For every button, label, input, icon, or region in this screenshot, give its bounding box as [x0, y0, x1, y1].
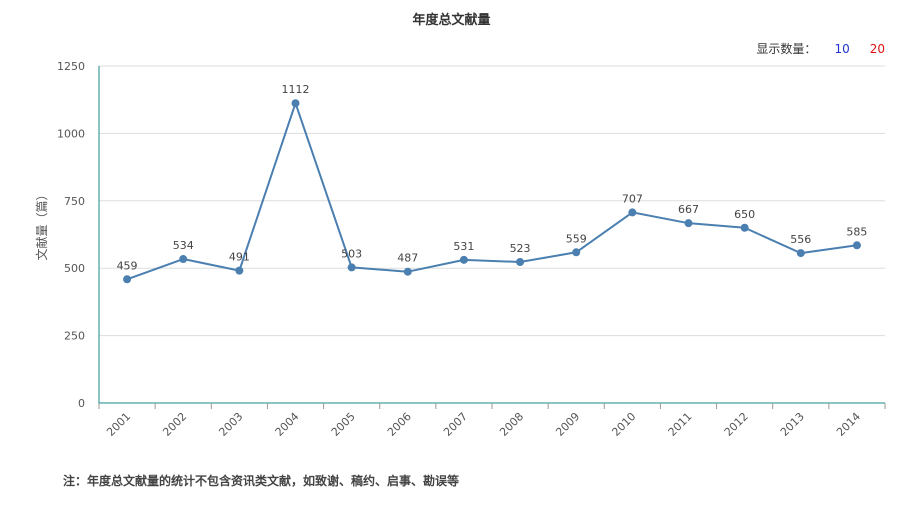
data-point-2005 [347, 263, 356, 272]
y-tick-label-1000: 1000 [57, 127, 85, 140]
x-tick-label-2010: 2010 [609, 410, 638, 439]
data-point-2010 [628, 208, 637, 217]
data-point-2009 [572, 248, 581, 257]
data-label-2012: 650 [734, 208, 755, 221]
series-line [126, 102, 858, 281]
data-label-2008: 523 [510, 242, 531, 255]
x-tick-label-2007: 2007 [441, 410, 470, 439]
data-point-2008 [516, 257, 525, 266]
data-point-2013 [796, 249, 805, 258]
data-point-2011 [684, 219, 693, 228]
x-tick-label-2014: 2014 [834, 410, 863, 439]
x-tick-label-2011: 2011 [666, 410, 695, 439]
display-count-label: 显示数量： [756, 42, 817, 56]
x-tick-label-2002: 2002 [160, 410, 189, 439]
data-label-2011: 667 [678, 203, 699, 216]
data-label-2013: 556 [790, 233, 811, 246]
data-label-2006: 487 [397, 252, 418, 265]
data-label-2004: 1112 [282, 83, 310, 96]
x-tick-label-2012: 2012 [722, 410, 751, 439]
display-count-control: 显示数量： 10 20 [756, 40, 885, 57]
data-label-2002: 534 [173, 239, 194, 252]
data-label-2001: 459 [117, 259, 138, 272]
display-count-option-20[interactable]: 20 [869, 42, 885, 56]
y-tick-label-0: 0 [78, 397, 85, 410]
data-point-2006 [403, 267, 412, 276]
data-label-2007: 531 [453, 240, 474, 253]
data-label-2010: 707 [622, 192, 643, 205]
data-point-2007 [459, 255, 468, 264]
data-point-2004 [291, 99, 300, 108]
data-point-2012 [740, 223, 749, 232]
y-axis-label: 文献量（篇） [34, 188, 49, 260]
x-tick-label-2003: 2003 [216, 410, 245, 439]
x-tick-label-2001: 2001 [104, 410, 133, 439]
y-tick-label-1250: 1250 [57, 60, 85, 73]
y-tick-label-750: 750 [64, 195, 85, 208]
data-label-2003: 491 [229, 251, 250, 264]
footnote: 注：年度总文献量的统计不包含资讯类文献，如致谢、稿约、启事、勘误等 [63, 474, 460, 488]
display-count-option-10[interactable]: 10 [834, 42, 850, 56]
data-label-2005: 503 [341, 247, 362, 260]
x-tick-label-2006: 2006 [385, 410, 414, 439]
x-tick-label-2009: 2009 [553, 410, 582, 439]
x-tick-label-2008: 2008 [497, 410, 526, 439]
x-tick-label-2005: 2005 [329, 410, 358, 439]
y-tick-label-250: 250 [64, 330, 85, 343]
y-tick-label-500: 500 [64, 262, 85, 275]
data-point-2003 [235, 266, 244, 275]
x-tick-label-2013: 2013 [778, 410, 807, 439]
x-tick-label-2004: 2004 [273, 410, 302, 439]
data-point-2002 [179, 255, 188, 264]
data-label-2014: 585 [846, 225, 867, 238]
data-point-2001 [123, 275, 132, 284]
data-point-2014 [852, 241, 861, 250]
data-label-2009: 559 [566, 232, 587, 245]
chart-title: 年度总文献量 [412, 13, 491, 28]
